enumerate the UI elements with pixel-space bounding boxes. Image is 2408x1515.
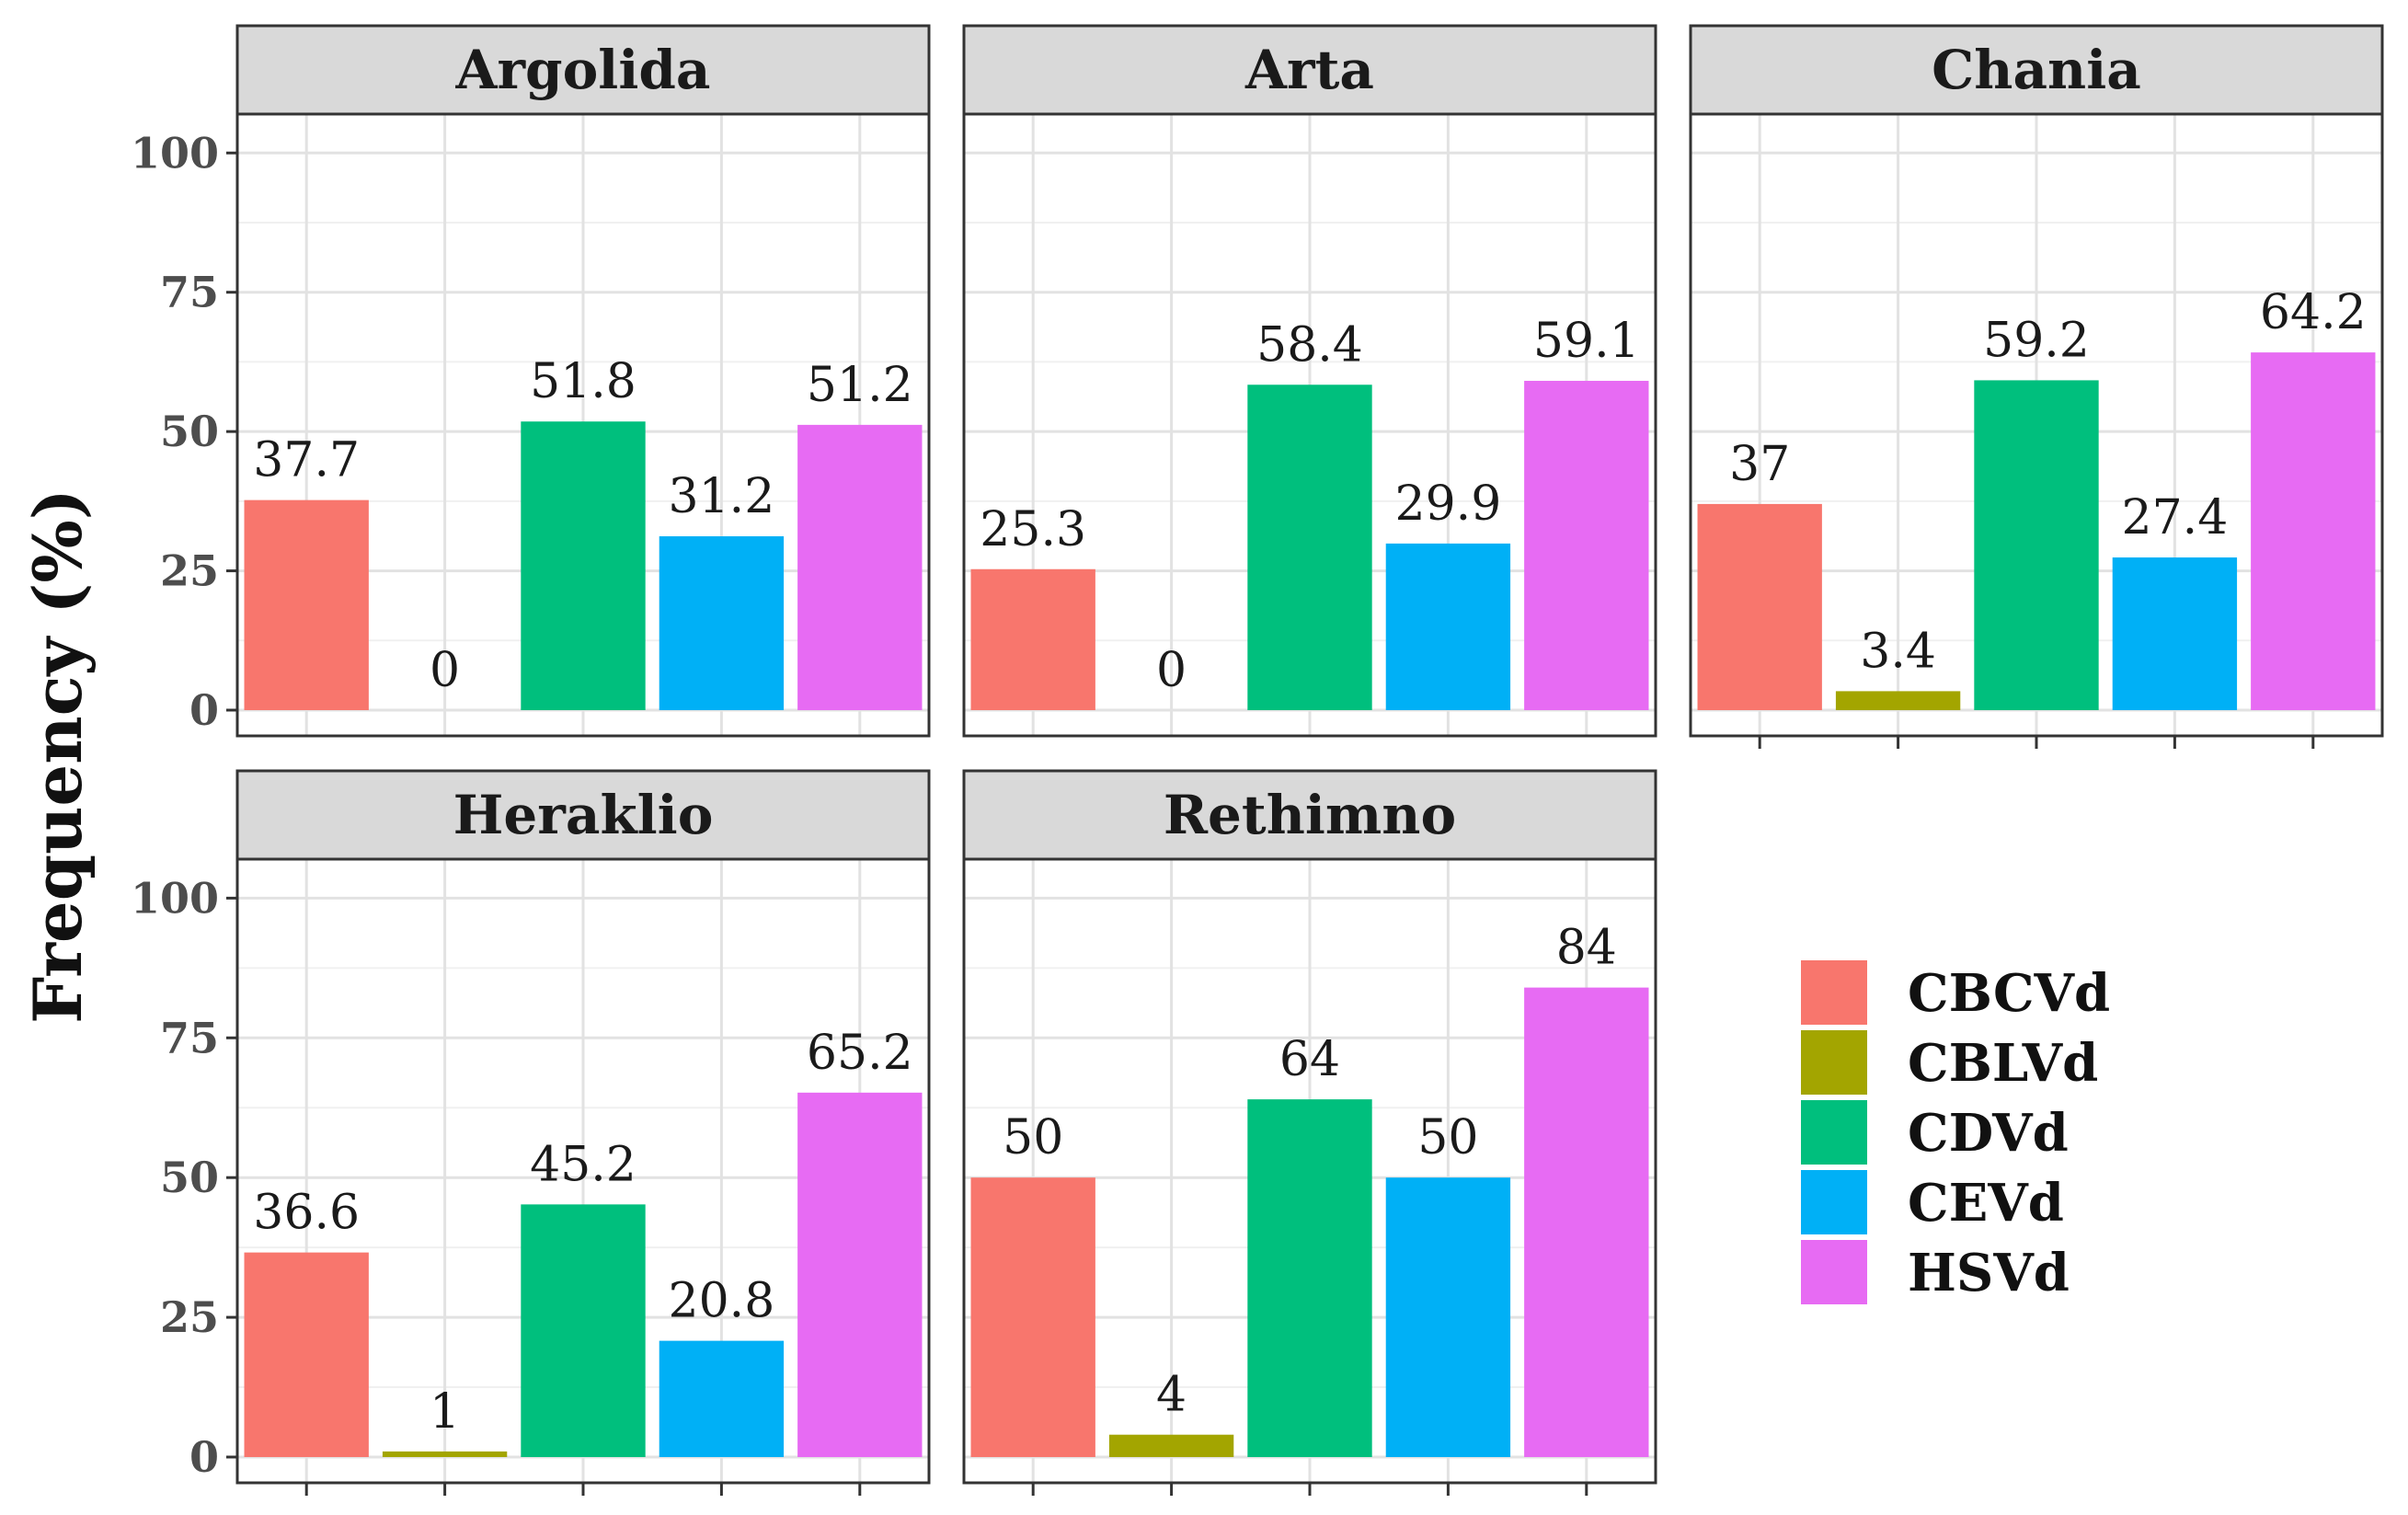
legend-item-cblvd: CBLVd [1801, 1030, 2098, 1095]
bar-hsvd [1524, 381, 1649, 710]
y-axis-title: Frequency (%) [18, 488, 97, 1024]
bar-cblvd [1108, 1434, 1234, 1457]
y-tick-label: 75 [160, 1013, 219, 1062]
data-label: 50 [1417, 1110, 1478, 1165]
legend-label: CEVd [1908, 1173, 2064, 1234]
legend-swatch [1801, 1170, 1867, 1234]
bar-cevd [659, 536, 785, 710]
legend-item-hsvd: HSVd [1801, 1240, 2070, 1304]
data-label: 31.2 [669, 469, 775, 524]
data-label: 45.2 [530, 1137, 636, 1192]
panel-border [962, 112, 1657, 738]
legend-swatch [1801, 1240, 1867, 1304]
bar-cevd [1385, 1177, 1511, 1457]
y-tick-label: 25 [160, 1292, 219, 1342]
bar-hsvd [797, 1092, 923, 1457]
legend-swatch [1801, 960, 1867, 1025]
facet-title: Argolida [454, 39, 710, 101]
legend-item-cdvd: CDVd [1801, 1100, 2069, 1165]
y-tick-label: 0 [189, 1432, 219, 1482]
data-label: 58.4 [1256, 317, 1363, 373]
data-label: 4 [1156, 1368, 1187, 1423]
data-label: 59.1 [1533, 314, 1640, 369]
facet-panels: Argolida37.7051.831.251.20255075100Arta2… [131, 24, 2384, 1496]
bar-cevd [2112, 557, 2238, 710]
facet-panel-rethimno: Rethimno 50 4 64 50 84 [962, 769, 1657, 1496]
y-tick-label: 50 [160, 407, 219, 456]
data-label: 50 [1003, 1110, 1063, 1165]
data-label: 27.4 [2122, 490, 2229, 545]
panel-border [235, 112, 931, 738]
data-label: 51.8 [530, 354, 636, 409]
data-label: 64 [1279, 1032, 1340, 1087]
legend-label: CBLVd [1908, 1033, 2098, 1094]
data-label: 64.2 [2260, 285, 2367, 340]
facet-panel-heraklio: Heraklio 36.6 1 45.2 20.8 65.2 0 25 50 75 100 [131, 769, 931, 1496]
bar-cbcvd [244, 1252, 369, 1457]
data-label: 0 [430, 643, 460, 698]
bar-cdvd [1247, 384, 1372, 710]
facet-title: Arta [1244, 39, 1374, 101]
legend-label: CDVd [1908, 1103, 2069, 1164]
legend-swatch [1801, 1100, 1867, 1165]
data-label: 36.6 [253, 1186, 360, 1241]
bar-hsvd [2251, 352, 2376, 710]
data-label: 1 [430, 1384, 460, 1440]
data-label: 84 [1556, 921, 1617, 976]
legend: CBCVd CBLVd CDVd CEVd HSVd [1801, 960, 2110, 1304]
y-tick-label: 0 [189, 685, 219, 735]
facet-strip [1689, 24, 2384, 116]
data-label: 65.2 [807, 1026, 913, 1081]
data-label: 3.4 [1860, 624, 1936, 679]
legend-swatch [1801, 1030, 1867, 1095]
bar-cbcvd [244, 499, 369, 710]
bar-hsvd [797, 424, 923, 710]
data-label: 51.2 [807, 358, 913, 413]
y-tick-label: 75 [160, 268, 219, 317]
facet-strip [235, 24, 931, 116]
y-tick-label: 100 [131, 128, 219, 178]
bar-cevd [659, 1340, 785, 1457]
facet-panel-argolida: Argolida 37.7 0 51.8 31.2 51.2 0 25 50 75 100 [131, 24, 931, 738]
data-label: 37 [1729, 437, 1790, 492]
data-label: 25.3 [980, 502, 1086, 557]
y-tick-label: 100 [131, 873, 219, 923]
data-label: 0 [1156, 643, 1187, 698]
legend-item-cbcvd: CBCVd [1801, 960, 2110, 1025]
legend-item-cevd: CEVd [1801, 1170, 2064, 1234]
data-label: 37.7 [253, 433, 360, 488]
bar-cdvd [521, 1204, 646, 1457]
bar-cbcvd [970, 568, 1095, 710]
y-tick-label: 50 [160, 1153, 219, 1202]
bar-cblvd [1835, 691, 1961, 710]
bar-cbcvd [970, 1177, 1095, 1457]
facet-strip [235, 769, 931, 861]
bar-cdvd [521, 421, 646, 710]
facet-panel-chania: Chania 37 3.4 59.2 27.4 64.2 [1689, 24, 2384, 749]
bar-cdvd [1247, 1099, 1372, 1457]
bar-cevd [1385, 543, 1511, 710]
y-tick-label: 25 [160, 546, 219, 596]
facet-title: Heraklio [453, 784, 714, 846]
facet-panel-arta: Arta 25.3 0 58.4 29.9 59.1 [962, 24, 1657, 738]
facet-title: Rethimno [1164, 784, 1456, 846]
bar-cdvd [1974, 380, 2099, 710]
bar-cblvd [382, 1451, 508, 1457]
data-label: 29.9 [1395, 476, 1502, 532]
data-label: 20.8 [669, 1274, 775, 1329]
legend-label: CBCVd [1908, 963, 2110, 1024]
data-label: 59.2 [1983, 313, 2090, 368]
facet-title: Chania [1932, 39, 2141, 101]
facet-strip [962, 769, 1657, 861]
bar-hsvd [1524, 987, 1649, 1457]
legend-label: HSVd [1908, 1243, 2070, 1303]
bar-cbcvd [1697, 503, 1822, 710]
